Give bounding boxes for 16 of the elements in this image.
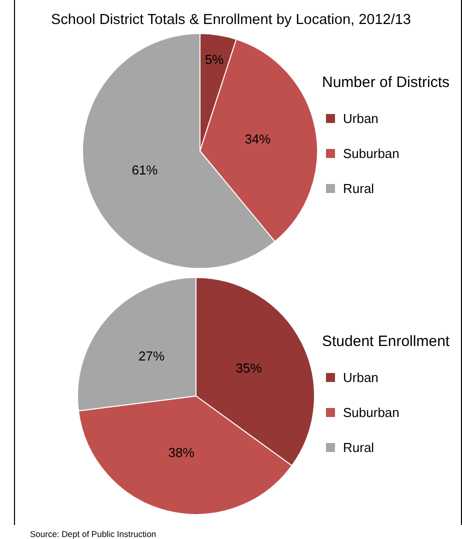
data-label: 27% <box>138 348 165 364</box>
legend-label: Suburban <box>343 405 400 420</box>
chart-title: School District Totals & Enrollment by Location, 2012/13 <box>50 12 412 28</box>
legend-title: Student Enrollment <box>322 333 450 350</box>
legend-label: Urban <box>343 111 378 126</box>
data-label: 38% <box>168 444 195 460</box>
data-label: 34% <box>244 132 272 147</box>
legend-title: Number of Districts <box>322 74 450 91</box>
legend-label: Suburban <box>343 146 400 161</box>
legend-label: Rural <box>343 440 374 455</box>
data-label: 5% <box>204 52 224 68</box>
legend-label: Urban <box>343 370 378 385</box>
data-label: 35% <box>236 360 262 376</box>
data-label: 61% <box>132 162 158 178</box>
source-note: Source: Dept of Public Instruction <box>30 529 156 539</box>
legend-label: Rural <box>343 181 374 196</box>
